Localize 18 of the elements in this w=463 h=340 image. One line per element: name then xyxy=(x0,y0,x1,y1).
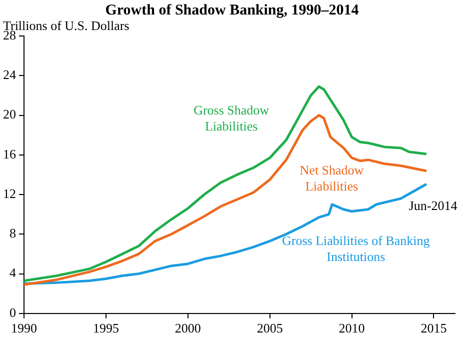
y-tick-label: 20 xyxy=(3,106,16,122)
y-tick-label: 0 xyxy=(10,304,16,320)
y-tick-label: 12 xyxy=(3,186,16,201)
series-label: Net Shadow Liabilities xyxy=(300,162,364,194)
x-tick-label: 2015 xyxy=(420,320,447,336)
x-tick-label: 2010 xyxy=(338,320,365,336)
y-tick-label: 16 xyxy=(3,146,16,162)
annotation: Jun-2014 xyxy=(408,198,458,214)
chart-title: Growth of Shadow Banking, 1990–2014 xyxy=(105,2,360,18)
y-tick-label: 24 xyxy=(3,67,16,82)
y-tick-label: 4 xyxy=(10,265,16,280)
y-tick-label: 8 xyxy=(10,226,16,241)
series-label: Gross Shadow Liabilities xyxy=(194,102,270,134)
x-tick-label: 2005 xyxy=(256,320,283,336)
x-tick-label: 1995 xyxy=(92,320,119,336)
x-tick-label: 2000 xyxy=(174,320,201,336)
x-tick-label: 1990 xyxy=(11,320,37,336)
series-label: Gross Liabilities of Banking Institutions xyxy=(282,233,430,264)
